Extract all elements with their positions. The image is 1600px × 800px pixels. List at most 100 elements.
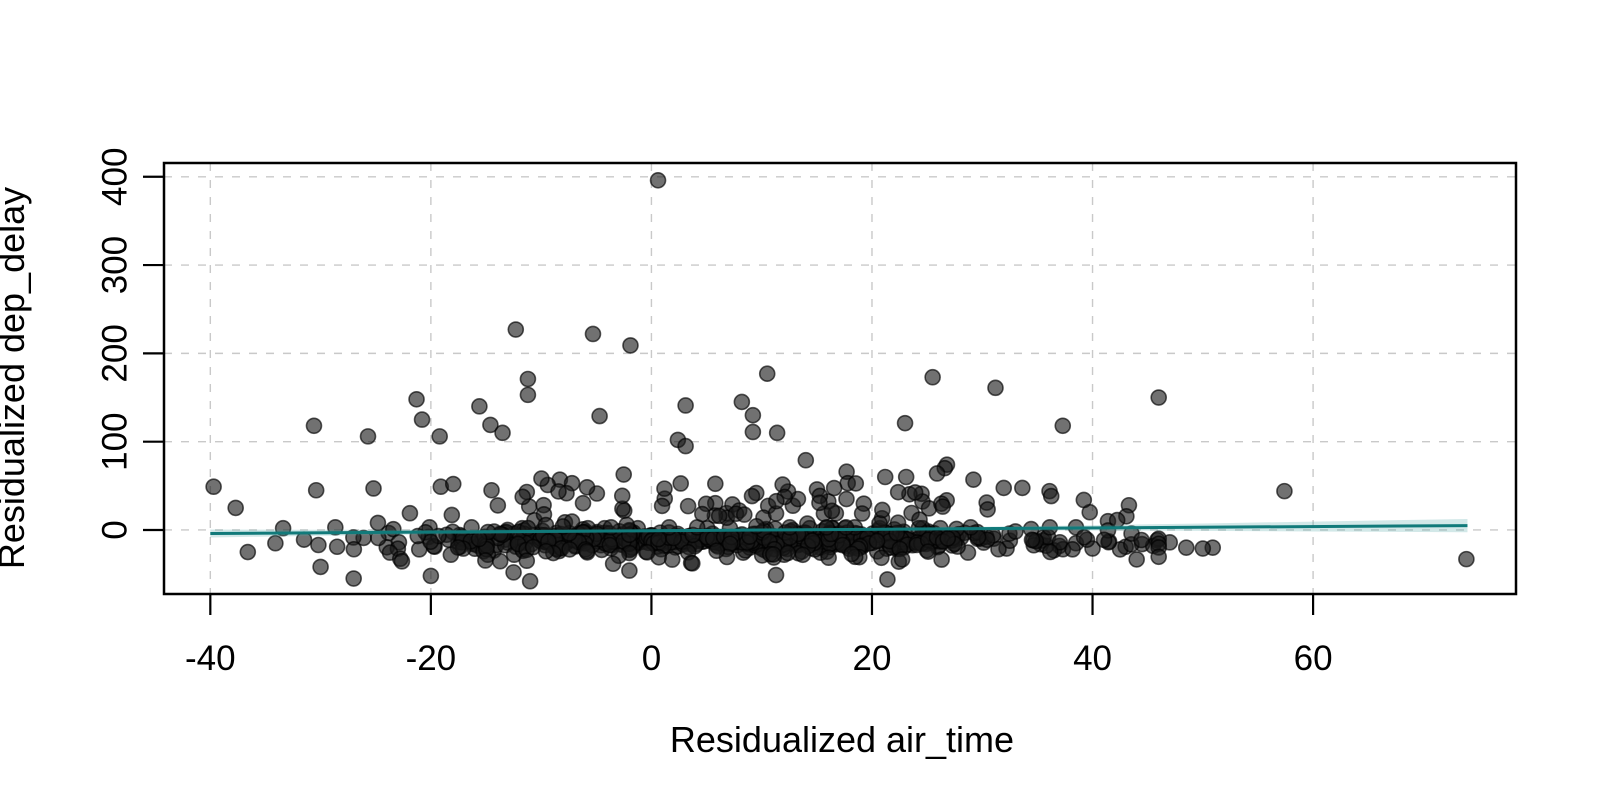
data-point bbox=[1194, 540, 1212, 557]
regression-line bbox=[210, 524, 1468, 536]
data-point bbox=[733, 393, 751, 411]
data-point bbox=[307, 481, 325, 499]
data-point bbox=[578, 478, 596, 496]
y-tick-label: 100 bbox=[96, 412, 135, 470]
data-point bbox=[820, 549, 837, 567]
data-point bbox=[653, 497, 671, 515]
data-point bbox=[613, 487, 631, 505]
data-point bbox=[518, 552, 536, 570]
data-point bbox=[638, 544, 656, 561]
data-point bbox=[979, 501, 996, 518]
data-point bbox=[919, 543, 937, 560]
data-point bbox=[514, 488, 531, 506]
data-point bbox=[1042, 487, 1060, 505]
data-point bbox=[494, 424, 511, 442]
data-point bbox=[413, 411, 431, 428]
data-point bbox=[781, 519, 799, 536]
data-point bbox=[393, 553, 411, 570]
data-point bbox=[677, 397, 694, 414]
data-point bbox=[897, 468, 915, 486]
data-point bbox=[679, 497, 697, 515]
data-point bbox=[928, 465, 946, 482]
x-tick-label: 0 bbox=[642, 639, 661, 678]
data-point bbox=[601, 536, 619, 554]
data-point bbox=[868, 532, 886, 550]
data-point bbox=[811, 494, 828, 512]
data-point bbox=[345, 540, 363, 558]
data-point bbox=[537, 542, 555, 560]
data-point bbox=[1133, 531, 1150, 549]
x-tick-label: -20 bbox=[406, 639, 457, 678]
data-point bbox=[965, 471, 982, 488]
data-point bbox=[443, 506, 461, 524]
y-tick-label: 400 bbox=[96, 148, 135, 206]
data-point bbox=[853, 505, 871, 522]
data-point bbox=[1177, 539, 1195, 556]
data-point bbox=[893, 551, 911, 568]
data-point bbox=[735, 506, 753, 523]
data-point bbox=[519, 386, 537, 404]
y-axis-title: Residualized dep_delay bbox=[0, 187, 32, 569]
data-point bbox=[876, 468, 894, 486]
data-point bbox=[744, 406, 762, 424]
data-point bbox=[604, 555, 622, 573]
data-point bbox=[1095, 531, 1113, 549]
data-point bbox=[345, 570, 362, 587]
data-point bbox=[1051, 533, 1069, 551]
x-tick-label: 20 bbox=[853, 639, 892, 678]
scatter-points bbox=[205, 172, 1475, 590]
data-point bbox=[328, 538, 346, 556]
data-point bbox=[797, 451, 815, 469]
data-point bbox=[708, 542, 725, 560]
data-point bbox=[768, 492, 785, 510]
data-point bbox=[765, 546, 782, 563]
x-tick-label: -40 bbox=[185, 639, 236, 678]
data-point bbox=[521, 572, 539, 590]
data-point bbox=[602, 519, 620, 536]
data-point bbox=[578, 542, 595, 560]
data-point bbox=[743, 487, 761, 505]
data-point bbox=[519, 370, 537, 388]
data-point bbox=[312, 558, 329, 576]
data-point bbox=[1075, 528, 1093, 546]
data-point bbox=[758, 365, 776, 382]
data-point bbox=[370, 529, 387, 547]
data-point bbox=[825, 479, 843, 497]
data-point bbox=[838, 490, 855, 508]
data-point bbox=[939, 530, 957, 547]
y-tick-label: 200 bbox=[96, 324, 135, 382]
data-point bbox=[574, 494, 592, 512]
data-point bbox=[1007, 523, 1024, 540]
data-point bbox=[622, 337, 639, 354]
x-axis-title: Residualized air_time bbox=[670, 719, 1014, 760]
data-point bbox=[359, 428, 377, 445]
data-point bbox=[660, 519, 678, 536]
data-point bbox=[794, 546, 812, 564]
data-point bbox=[924, 368, 941, 386]
x-tick-label: 60 bbox=[1294, 639, 1333, 678]
data-point bbox=[483, 481, 500, 499]
data-point bbox=[911, 511, 928, 528]
data-point bbox=[1054, 417, 1072, 435]
data-point bbox=[1150, 548, 1167, 566]
data-point bbox=[987, 379, 1004, 397]
data-point bbox=[1023, 531, 1041, 549]
data-point bbox=[843, 545, 860, 563]
data-point bbox=[327, 519, 344, 536]
data-point bbox=[873, 549, 890, 567]
data-point bbox=[768, 424, 786, 442]
data-point bbox=[656, 480, 673, 497]
data-point bbox=[408, 390, 425, 408]
data-point bbox=[1150, 389, 1167, 406]
data-point bbox=[707, 475, 724, 493]
data-point bbox=[550, 483, 567, 500]
data-point bbox=[561, 541, 578, 558]
data-point bbox=[677, 437, 694, 455]
data-point bbox=[879, 571, 896, 588]
data-point bbox=[779, 544, 797, 562]
data-point bbox=[663, 551, 681, 568]
data-point bbox=[710, 507, 728, 525]
data-point bbox=[990, 540, 1007, 558]
